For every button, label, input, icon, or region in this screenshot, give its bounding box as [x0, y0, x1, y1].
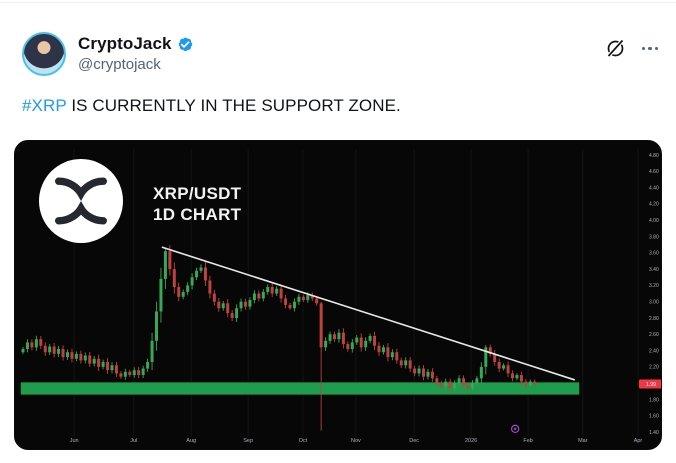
svg-text:Mar: Mar	[578, 438, 588, 444]
svg-text:3.00: 3.00	[649, 300, 659, 306]
svg-text:2.20: 2.20	[649, 365, 659, 371]
svg-text:4.60: 4.60	[649, 169, 659, 175]
svg-text:1.40: 1.40	[649, 430, 659, 436]
divider	[0, 2, 676, 3]
svg-text:Feb: Feb	[523, 438, 532, 444]
svg-text:4.20: 4.20	[649, 202, 659, 208]
chart-timeframe-label: 1D CHART	[153, 205, 242, 224]
svg-text:3.20: 3.20	[649, 283, 659, 289]
svg-text:1.60: 1.60	[649, 414, 659, 420]
tweet-text: #XRP IS CURRENTLY IN THE SUPPORT ZONE.	[22, 96, 401, 116]
current-price-tag	[639, 379, 661, 389]
svg-text:Oct: Oct	[299, 438, 308, 444]
svg-text:4.80: 4.80	[649, 153, 659, 159]
event-marker-icon	[510, 424, 520, 434]
svg-text:4.40: 4.40	[649, 185, 659, 191]
svg-text:Dec: Dec	[409, 438, 419, 444]
svg-text:1.80: 1.80	[649, 397, 659, 403]
svg-text:2026: 2026	[465, 438, 477, 444]
grok-icon[interactable]	[605, 38, 626, 59]
svg-text:Apr: Apr	[634, 438, 643, 444]
avatar[interactable]	[22, 32, 66, 76]
tweet-text-rest: IS CURRENTLY IN THE SUPPORT ZONE.	[66, 96, 401, 115]
svg-text:3.80: 3.80	[649, 234, 659, 240]
svg-text:Jun: Jun	[70, 438, 79, 444]
svg-text:Jul: Jul	[130, 438, 137, 444]
svg-text:3.40: 3.40	[649, 267, 659, 273]
svg-text:4.00: 4.00	[649, 218, 659, 224]
hashtag-link[interactable]: #XRP	[22, 96, 67, 115]
user-handle[interactable]: @cryptojack	[78, 56, 161, 73]
svg-text:2.40: 2.40	[649, 348, 659, 354]
svg-text:1.99: 1.99	[646, 382, 656, 388]
chart-pair-label: XRP/USDT	[153, 184, 242, 203]
chart-image[interactable]: 4.80 4.60 4.40 4.20 4.00 3.80 3.60 3.40 3.20 3.00…	[14, 140, 662, 450]
svg-text:Sep: Sep	[243, 438, 253, 444]
display-name[interactable]: CryptoJack	[78, 34, 172, 53]
svg-text:2.60: 2.60	[649, 332, 659, 338]
more-menu-icon[interactable]	[641, 46, 658, 51]
svg-text:Nov: Nov	[351, 438, 361, 444]
xrp-logo	[39, 159, 123, 243]
svg-text:Aug: Aug	[186, 438, 196, 444]
verified-badge-icon	[176, 35, 195, 54]
svg-text:2.80: 2.80	[649, 316, 659, 322]
chart-title: XRP/USDT 1D CHART	[153, 183, 241, 225]
svg-text:3.60: 3.60	[649, 251, 659, 257]
